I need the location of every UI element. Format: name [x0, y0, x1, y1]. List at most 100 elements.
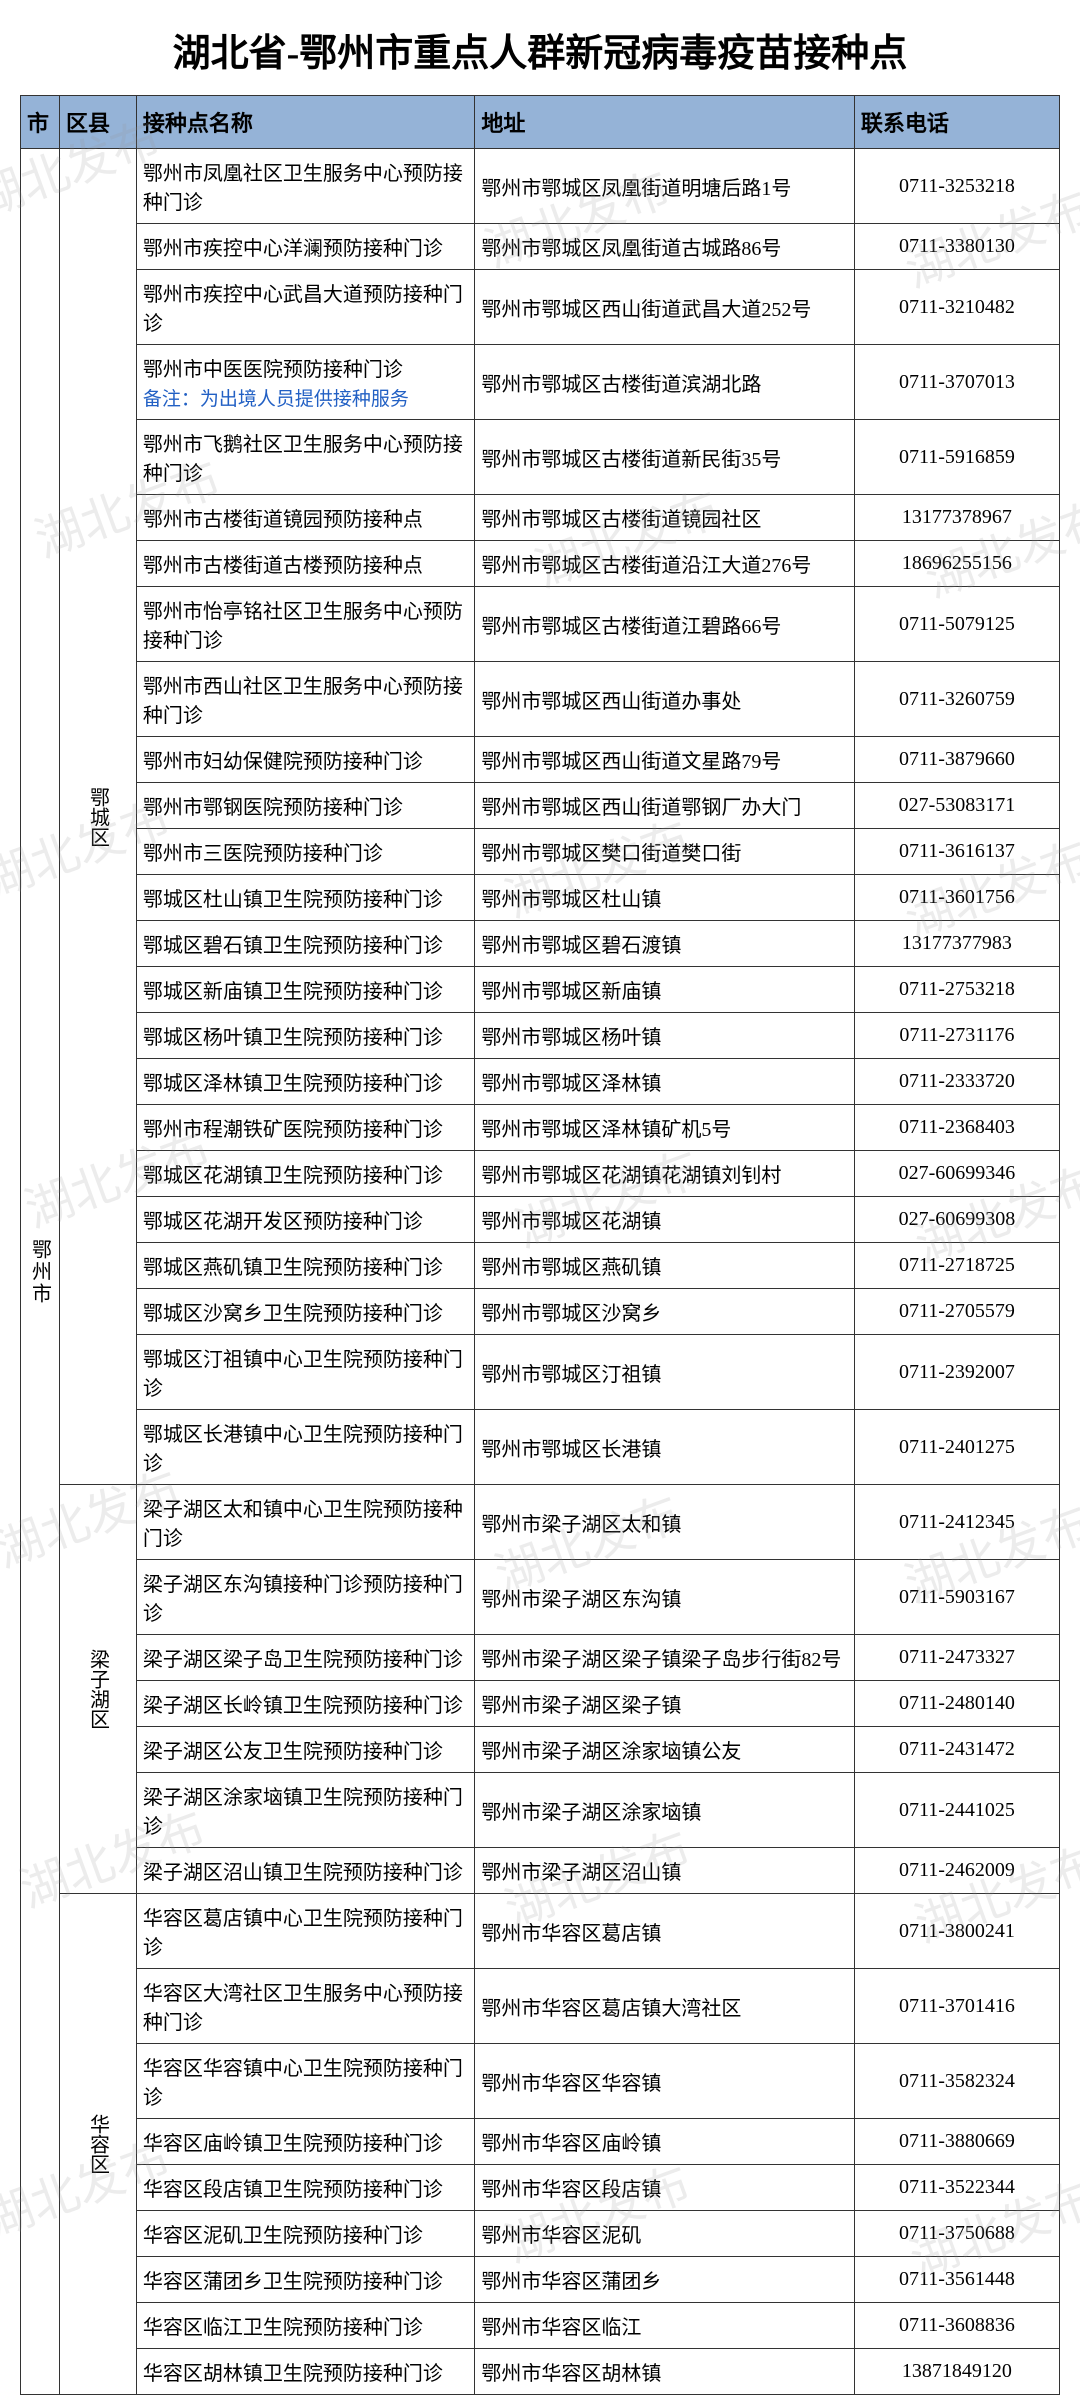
name-cell: 鄂州市程潮铁矿医院预防接种门诊	[136, 1105, 474, 1151]
address-cell: 鄂州市鄂城区碧石渡镇	[475, 921, 854, 967]
name-cell: 华容区胡林镇卫生院预防接种门诊	[136, 2349, 474, 2395]
city-cell: 鄂州市	[21, 149, 60, 2395]
name-cell: 梁子湖区梁子岛卫生院预防接种门诊	[136, 1635, 474, 1681]
name-cell: 鄂城区花湖镇卫生院预防接种门诊	[136, 1151, 474, 1197]
phone-cell: 0711-3750688	[854, 2211, 1059, 2257]
table-header: 市 区县 接种点名称 地址 联系电话	[21, 96, 1060, 149]
phone-cell: 0711-3707013	[854, 345, 1059, 420]
table-row: 鄂州市怡亭铭社区卫生服务中心预防接种门诊鄂州市鄂城区古楼街道江碧路66号0711…	[21, 587, 1060, 662]
table-row: 华容区泥矶卫生院预防接种门诊鄂州市华容区泥矶0711-3750688	[21, 2211, 1060, 2257]
table-row: 鄂城区杨叶镇卫生院预防接种门诊鄂州市鄂城区杨叶镇0711-2731176	[21, 1013, 1060, 1059]
phone-cell: 0711-3800241	[854, 1894, 1059, 1969]
district-cell: 华容区	[59, 1894, 136, 2395]
table-row: 梁子湖区沼山镇卫生院预防接种门诊鄂州市梁子湖区沼山镇0711-2462009	[21, 1848, 1060, 1894]
table-row: 华容区大湾社区卫生服务中心预防接种门诊鄂州市华容区葛店镇大湾社区0711-370…	[21, 1969, 1060, 2044]
address-cell: 鄂州市鄂城区新庙镇	[475, 967, 854, 1013]
phone-cell: 0711-2392007	[854, 1335, 1059, 1410]
district-cell: 梁子湖区	[59, 1485, 136, 1894]
table-row: 梁子湖区梁子湖区太和镇中心卫生院预防接种门诊鄂州市梁子湖区太和镇0711-241…	[21, 1485, 1060, 1560]
phone-cell: 0711-2480140	[854, 1681, 1059, 1727]
name-cell: 鄂州市怡亭铭社区卫生服务中心预防接种门诊	[136, 587, 474, 662]
name-cell: 华容区临江卫生院预防接种门诊	[136, 2303, 474, 2349]
address-cell: 鄂州市华容区临江	[475, 2303, 854, 2349]
phone-cell: 0711-3701416	[854, 1969, 1059, 2044]
phone-cell: 0711-2368403	[854, 1105, 1059, 1151]
address-cell: 鄂州市华容区段店镇	[475, 2165, 854, 2211]
table-row: 鄂城区泽林镇卫生院预防接种门诊鄂州市鄂城区泽林镇0711-2333720	[21, 1059, 1060, 1105]
name-cell: 鄂州市凤凰社区卫生服务中心预防接种门诊	[136, 149, 474, 224]
table-row: 鄂州市中医医院预防接种门诊备注：为出境人员提供接种服务鄂州市鄂城区古楼街道滨湖北…	[21, 345, 1060, 420]
phone-cell: 0711-3582324	[854, 2044, 1059, 2119]
phone-cell: 13871849120	[854, 2349, 1059, 2395]
table-row: 华容区胡林镇卫生院预防接种门诊鄂州市华容区胡林镇13871849120	[21, 2349, 1060, 2395]
name-cell: 梁子湖区公友卫生院预防接种门诊	[136, 1727, 474, 1773]
phone-cell: 0711-5079125	[854, 587, 1059, 662]
phone-cell: 0711-3561448	[854, 2257, 1059, 2303]
name-cell: 鄂城区沙窝乡卫生院预防接种门诊	[136, 1289, 474, 1335]
table-row: 华容区庙岭镇卫生院预防接种门诊鄂州市华容区庙岭镇0711-3880669	[21, 2119, 1060, 2165]
name-cell: 梁子湖区涂家垴镇卫生院预防接种门诊	[136, 1773, 474, 1848]
name-cell: 鄂城区泽林镇卫生院预防接种门诊	[136, 1059, 474, 1105]
phone-cell: 0711-2753218	[854, 967, 1059, 1013]
phone-cell: 0711-2705579	[854, 1289, 1059, 1335]
address-cell: 鄂州市鄂城区泽林镇矿机5号	[475, 1105, 854, 1151]
address-cell: 鄂州市鄂城区凤凰街道古城路86号	[475, 224, 854, 270]
header-district: 区县	[59, 96, 136, 149]
table-row: 鄂州市古楼街道古楼预防接种点鄂州市鄂城区古楼街道沿江大道276号18696255…	[21, 541, 1060, 587]
phone-cell: 0711-3879660	[854, 737, 1059, 783]
address-cell: 鄂州市鄂城区西山街道文星路79号	[475, 737, 854, 783]
phone-cell: 13177378967	[854, 495, 1059, 541]
name-cell: 鄂州市西山社区卫生服务中心预防接种门诊	[136, 662, 474, 737]
phone-cell: 0711-2333720	[854, 1059, 1059, 1105]
table-row: 鄂州市西山社区卫生服务中心预防接种门诊鄂州市鄂城区西山街道办事处0711-326…	[21, 662, 1060, 737]
address-cell: 鄂州市鄂城区凤凰街道明塘后路1号	[475, 149, 854, 224]
phone-cell: 0711-3380130	[854, 224, 1059, 270]
phone-cell: 0711-3210482	[854, 270, 1059, 345]
address-cell: 鄂州市鄂城区长港镇	[475, 1410, 854, 1485]
name-cell: 华容区大湾社区卫生服务中心预防接种门诊	[136, 1969, 474, 2044]
table-body: 鄂州市鄂城区鄂州市凤凰社区卫生服务中心预防接种门诊鄂州市鄂城区凤凰街道明塘后路1…	[21, 149, 1060, 2395]
address-cell: 鄂州市鄂城区汀祖镇	[475, 1335, 854, 1410]
address-cell: 鄂州市鄂城区沙窝乡	[475, 1289, 854, 1335]
table-row: 梁子湖区梁子岛卫生院预防接种门诊鄂州市梁子湖区梁子镇梁子岛步行街82号0711-…	[21, 1635, 1060, 1681]
name-cell: 鄂城区杨叶镇卫生院预防接种门诊	[136, 1013, 474, 1059]
address-cell: 鄂州市梁子湖区东沟镇	[475, 1560, 854, 1635]
header-name: 接种点名称	[136, 96, 474, 149]
name-cell: 鄂州市飞鹅社区卫生服务中心预防接种门诊	[136, 420, 474, 495]
phone-cell: 0711-3880669	[854, 2119, 1059, 2165]
vaccination-table: 市 区县 接种点名称 地址 联系电话 鄂州市鄂城区鄂州市凤凰社区卫生服务中心预防…	[20, 95, 1060, 2395]
phone-cell: 027-60699346	[854, 1151, 1059, 1197]
table-row: 鄂州市程潮铁矿医院预防接种门诊鄂州市鄂城区泽林镇矿机5号0711-2368403	[21, 1105, 1060, 1151]
table-row: 梁子湖区公友卫生院预防接种门诊鄂州市梁子湖区涂家垴镇公友0711-2431472	[21, 1727, 1060, 1773]
address-cell: 鄂州市鄂城区古楼街道滨湖北路	[475, 345, 854, 420]
name-cell: 华容区葛店镇中心卫生院预防接种门诊	[136, 1894, 474, 1969]
phone-cell: 0711-2731176	[854, 1013, 1059, 1059]
phone-cell: 0711-2401275	[854, 1410, 1059, 1485]
name-cell: 华容区蒲团乡卫生院预防接种门诊	[136, 2257, 474, 2303]
address-cell: 鄂州市华容区华容镇	[475, 2044, 854, 2119]
address-cell: 鄂州市华容区葛店镇大湾社区	[475, 1969, 854, 2044]
district-cell: 鄂城区	[59, 149, 136, 1485]
table-row: 鄂州市飞鹅社区卫生服务中心预防接种门诊鄂州市鄂城区古楼街道新民街35号0711-…	[21, 420, 1060, 495]
phone-cell: 0711-2473327	[854, 1635, 1059, 1681]
phone-cell: 0711-3608836	[854, 2303, 1059, 2349]
phone-cell: 0711-2441025	[854, 1773, 1059, 1848]
table-row: 梁子湖区东沟镇接种门诊预防接种门诊鄂州市梁子湖区东沟镇0711-5903167	[21, 1560, 1060, 1635]
table-row: 鄂城区长港镇中心卫生院预防接种门诊鄂州市鄂城区长港镇0711-2401275	[21, 1410, 1060, 1485]
name-cell: 华容区泥矶卫生院预防接种门诊	[136, 2211, 474, 2257]
table-row: 鄂州市疾控中心洋澜预防接种门诊鄂州市鄂城区凤凰街道古城路86号0711-3380…	[21, 224, 1060, 270]
address-cell: 鄂州市鄂城区西山街道办事处	[475, 662, 854, 737]
address-cell: 鄂州市鄂城区西山街道武昌大道252号	[475, 270, 854, 345]
table-row: 华容区华容区葛店镇中心卫生院预防接种门诊鄂州市华容区葛店镇0711-380024…	[21, 1894, 1060, 1969]
address-cell: 鄂州市鄂城区杨叶镇	[475, 1013, 854, 1059]
name-cell: 华容区庙岭镇卫生院预防接种门诊	[136, 2119, 474, 2165]
table-row: 鄂州市疾控中心武昌大道预防接种门诊鄂州市鄂城区西山街道武昌大道252号0711-…	[21, 270, 1060, 345]
table-row: 鄂城区杜山镇卫生院预防接种门诊鄂州市鄂城区杜山镇0711-3601756	[21, 875, 1060, 921]
table-row: 鄂城区花湖镇卫生院预防接种门诊鄂州市鄂城区花湖镇花湖镇刘钊村027-606993…	[21, 1151, 1060, 1197]
table-row: 鄂城区碧石镇卫生院预防接种门诊鄂州市鄂城区碧石渡镇13177377983	[21, 921, 1060, 967]
address-cell: 鄂州市鄂城区泽林镇	[475, 1059, 854, 1105]
address-cell: 鄂州市鄂城区古楼街道江碧路66号	[475, 587, 854, 662]
address-cell: 鄂州市鄂城区古楼街道沿江大道276号	[475, 541, 854, 587]
phone-cell: 0711-5916859	[854, 420, 1059, 495]
address-cell: 鄂州市梁子湖区涂家垴镇	[475, 1773, 854, 1848]
